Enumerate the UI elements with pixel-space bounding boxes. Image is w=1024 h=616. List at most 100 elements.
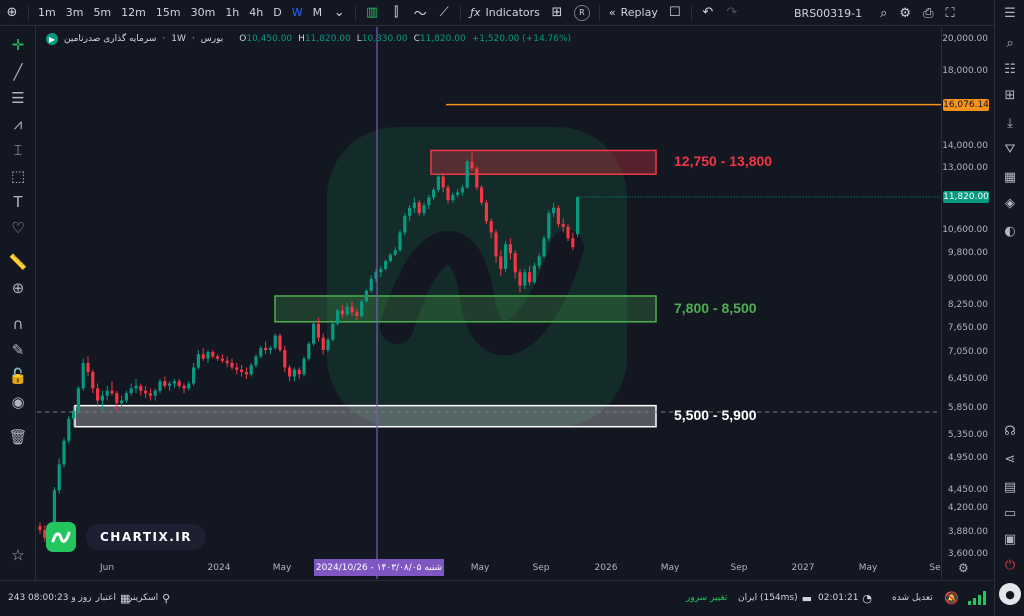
interval-15m[interactable]: 15m xyxy=(155,6,181,19)
calendar-icon[interactable]: ▦ xyxy=(1003,169,1017,185)
change-server-button[interactable]: تغییر سرور xyxy=(686,581,727,615)
candle xyxy=(571,232,575,251)
search-icon[interactable]: ⌕ xyxy=(1006,35,1014,51)
notifications-off-icon[interactable]: 🔕 xyxy=(944,591,959,605)
candle xyxy=(172,378,176,389)
ohlc-close: C11,820.00 xyxy=(413,34,466,44)
interval-4h[interactable]: 4h xyxy=(249,6,264,19)
candle xyxy=(566,224,570,242)
camera-icon[interactable]: ⎙ xyxy=(923,5,934,21)
candle xyxy=(264,341,268,355)
candle xyxy=(532,262,536,284)
clock-time: 02:01:21 xyxy=(818,593,859,603)
interval-5m[interactable]: 5m xyxy=(93,6,112,19)
interval-30m[interactable]: 30m xyxy=(190,6,216,19)
zoom-in-icon[interactable]: ⊕ xyxy=(11,279,25,297)
candle xyxy=(129,383,133,396)
interval-1m[interactable]: 1m xyxy=(38,6,56,19)
axis-settings-gear-icon[interactable]: ⚙ xyxy=(958,561,969,575)
time-tick: 2027 xyxy=(791,563,815,573)
candle xyxy=(96,383,100,406)
fib-retracement-icon[interactable]: ☰ xyxy=(11,89,25,107)
candle xyxy=(144,385,148,399)
support-headset-icon[interactable]: ☊ xyxy=(1004,423,1016,439)
price-zone-box[interactable] xyxy=(430,149,657,175)
order-book-icon[interactable]: ▤ xyxy=(1003,479,1017,495)
bar-chart-type-icon[interactable]: ⫿ xyxy=(394,5,399,20)
add-symbol-icon[interactable]: ⊕ xyxy=(6,5,18,20)
layers-icon[interactable]: ◈ xyxy=(1005,195,1015,211)
redo-icon[interactable]: ↷ xyxy=(726,5,738,20)
interval-3m[interactable]: 3m xyxy=(65,6,84,19)
star-icon[interactable]: ☆ xyxy=(11,546,25,564)
candle xyxy=(57,458,61,494)
clock: 02:01:21 ◔ xyxy=(818,581,872,615)
shape-rectangle-icon[interactable]: ⬚ xyxy=(10,167,26,185)
candle xyxy=(508,238,512,260)
market-status-icon[interactable]: ◐ xyxy=(1004,223,1016,239)
interval-list: 1m 3m 5m 12m 15m 30m 1h 4h D W M xyxy=(33,0,327,26)
trash-icon[interactable]: 🗑 xyxy=(8,428,28,446)
adjusted-toggle[interactable]: تعدیل شده xyxy=(892,581,933,615)
share-icon[interactable]: ⋖ xyxy=(1004,451,1016,467)
symbol-code[interactable]: BRS00319-1 xyxy=(794,6,863,20)
candle xyxy=(494,229,498,263)
interval-d[interactable]: D xyxy=(273,6,282,19)
legend-symbol-name[interactable]: سرمایه گذاری صدرتامین xyxy=(64,34,157,44)
add-alert-icon[interactable]: ⊞ xyxy=(1004,87,1016,103)
candles-chart-type-icon[interactable]: ▥ xyxy=(366,5,379,20)
price-zone-box[interactable] xyxy=(74,404,657,428)
price-axis[interactable]: 20,000.00 18,000.00 14,000.00 13,000.00 10,6… xyxy=(941,27,994,579)
candle xyxy=(292,367,296,382)
power-icon[interactable]: ⏻ xyxy=(1004,557,1016,573)
chevron-down-icon[interactable]: ⌄ xyxy=(333,5,345,20)
visibility-eye-icon[interactable]: ◉ xyxy=(11,393,25,411)
news-icon[interactable]: ▭ xyxy=(1003,505,1017,521)
fullscreen-icon[interactable]: ⛶ xyxy=(945,5,955,21)
pattern-icon[interactable]: ⩘ xyxy=(13,115,23,133)
brand-badge[interactable]: CHARTIX.IR xyxy=(46,522,207,552)
settings-gear-icon[interactable]: ⚙ xyxy=(899,5,912,21)
screener-button[interactable]: اسکرینر ⚲ xyxy=(128,581,170,615)
candle xyxy=(340,304,344,318)
interval-m[interactable]: M xyxy=(312,6,323,19)
favorite-heart-icon[interactable]: ♡ xyxy=(11,219,25,237)
price-zone-box[interactable] xyxy=(274,295,657,323)
lock-icon[interactable]: 🔓 xyxy=(8,367,28,385)
templates-grid-icon[interactable]: ⊞ xyxy=(551,5,563,20)
replay-button[interactable]: « Replay xyxy=(604,0,663,26)
interval-w[interactable]: W xyxy=(291,6,303,19)
user-avatar[interactable]: ● xyxy=(999,583,1021,605)
legend-interval: 1W xyxy=(171,34,186,44)
replay-badge-button[interactable]: R xyxy=(569,0,595,26)
time-tick: May xyxy=(858,563,878,573)
interval-1h[interactable]: 1h xyxy=(225,6,240,19)
ruler-icon[interactable]: 📏 xyxy=(8,253,28,271)
quick-search-icon[interactable]: ⌕ xyxy=(880,5,888,21)
undo-icon[interactable]: ↶ xyxy=(702,5,714,20)
area-chart-type-icon[interactable]: ⟋ xyxy=(439,5,449,20)
trend-line-icon[interactable]: ╱ xyxy=(13,63,23,81)
toolbar-divider xyxy=(355,4,357,21)
text-tool-icon[interactable]: T xyxy=(13,193,23,211)
candle xyxy=(192,362,196,386)
filter-icon[interactable]: ⛛ xyxy=(1004,141,1016,157)
indicators-button[interactable]: ƒx Indicators xyxy=(465,0,545,26)
drawing-lock-pencil-icon[interactable]: ✎ xyxy=(11,341,25,359)
watchlist-icon[interactable]: ☷ xyxy=(1004,61,1016,77)
layout-square-icon[interactable]: ☐ xyxy=(669,5,681,20)
notes-icon[interactable]: ▣ xyxy=(1003,531,1017,547)
menu-hamburger-icon[interactable]: ☰ xyxy=(1004,5,1016,21)
chart-pane[interactable]: 12,750 - 13,800 7,800 - 8,500 5,500 - 5,90… xyxy=(37,27,941,579)
download-icon[interactable]: ⤓ xyxy=(1007,115,1013,131)
crosshair-icon[interactable]: ✛ xyxy=(11,36,25,54)
price-tick: 4,950.00 xyxy=(947,453,988,464)
magnet-icon[interactable]: ∩ xyxy=(12,315,24,333)
time-axis[interactable]: Jun 2024 May May Sep 2026 May Sep 2027 May Se xyxy=(37,556,941,580)
interval-12m[interactable]: 12m xyxy=(121,6,146,19)
zone-label: 7,800 - 8,500 xyxy=(674,299,757,316)
line-chart-type-icon[interactable]: 〜 xyxy=(413,7,427,22)
price-tick: 3,600.00 xyxy=(947,549,988,559)
legend-exchange: بورس xyxy=(200,34,224,44)
projection-icon[interactable]: ⌶ xyxy=(13,141,23,159)
